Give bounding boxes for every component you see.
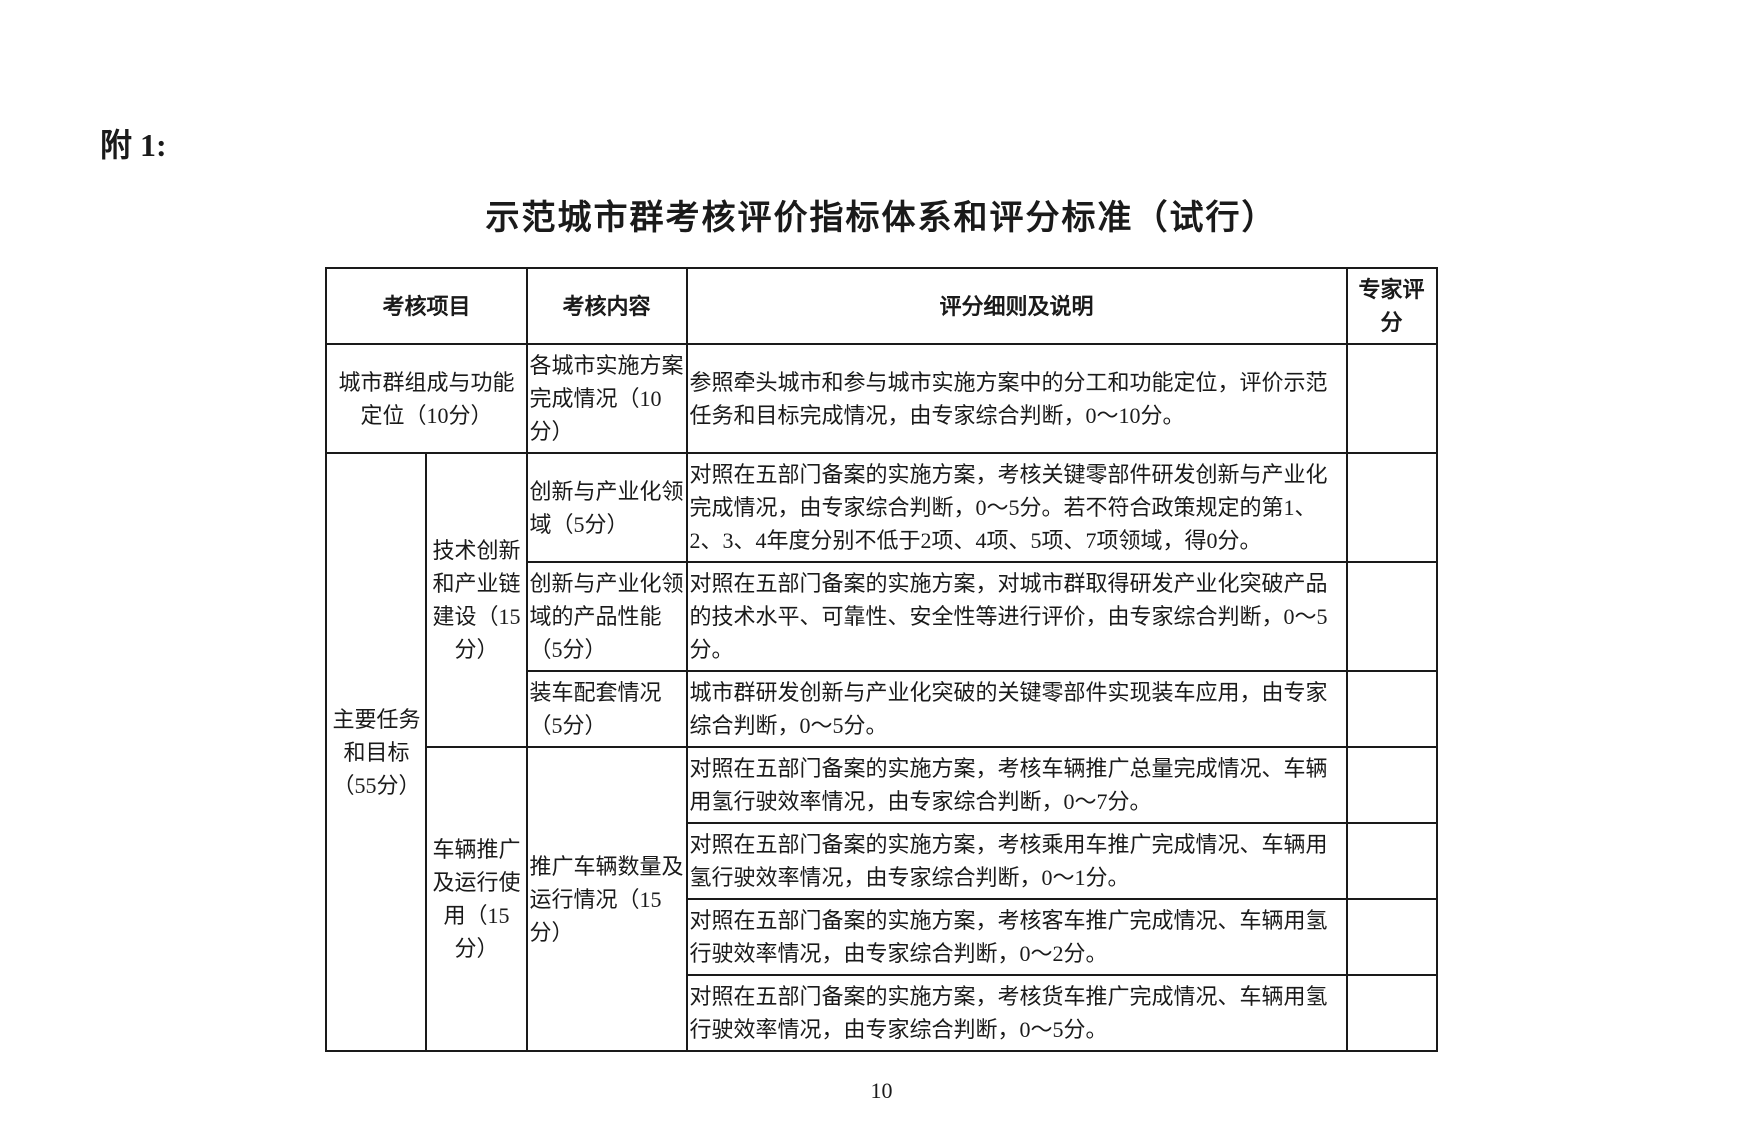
content-cell: 各城市实施方案完成情况（10分） <box>527 344 687 453</box>
detail-cell: 对照在五部门备案的实施方案，考核关键零部件研发创新与产业化完成情况，由专家综合判… <box>687 453 1347 562</box>
project-cell: 城市群组成与功能定位（10分） <box>326 344 526 453</box>
page-number: 10 <box>0 1078 1763 1104</box>
score-cell <box>1347 453 1437 562</box>
score-cell <box>1347 747 1437 823</box>
detail-cell: 对照在五部门备案的实施方案，考核货车推广完成情况、车辆用氢行驶效率情况，由专家综… <box>687 975 1347 1051</box>
table-header-row: 考核项目 考核内容 评分细则及说明 专家评分 <box>326 268 1436 344</box>
table-row: 城市群组成与功能定位（10分） 各城市实施方案完成情况（10分） 参照牵头城市和… <box>326 344 1436 453</box>
detail-cell: 对照在五部门备案的实施方案，考核车辆推广总量完成情况、车辆用氢行驶效率情况，由专… <box>687 747 1347 823</box>
content-cell: 创新与产业化领域的产品性能（5分） <box>527 562 687 671</box>
content-cell: 装车配套情况（5分） <box>527 671 687 747</box>
project-cell-sub: 车辆推广及运行使用（15分） <box>426 747 526 1051</box>
score-cell <box>1347 344 1437 453</box>
score-cell <box>1347 899 1437 975</box>
score-cell <box>1347 562 1437 671</box>
detail-cell: 对照在五部门备案的实施方案，对城市群取得研发产业化突破产品的技术水平、可靠性、安… <box>687 562 1347 671</box>
col-header-content: 考核内容 <box>527 268 687 344</box>
score-cell <box>1347 975 1437 1051</box>
project-cell-sub: 技术创新和产业链建设（15分） <box>426 453 526 747</box>
table-row: 主要任务和目标（55分） 技术创新和产业链建设（15分） 创新与产业化领域（5分… <box>326 453 1436 562</box>
document-page: 附 1: 示范城市群考核评价指标体系和评分标准（试行） 考核项目 考核内容 评分… <box>0 0 1763 1144</box>
detail-cell: 对照在五部门备案的实施方案，考核客车推广完成情况、车辆用氢行驶效率情况，由专家综… <box>687 899 1347 975</box>
attachment-label: 附 1: <box>100 120 1663 166</box>
col-header-score: 专家评分 <box>1347 268 1437 344</box>
detail-cell: 参照牵头城市和参与城市实施方案中的分工和功能定位，评价示范任务和目标完成情况，由… <box>687 344 1347 453</box>
detail-cell: 对照在五部门备案的实施方案，考核乘用车推广完成情况、车辆用氢行驶效率情况，由专家… <box>687 823 1347 899</box>
content-cell: 创新与产业化领域（5分） <box>527 453 687 562</box>
detail-cell: 城市群研发创新与产业化突破的关键零部件实现装车应用，由专家综合判断，0～5分。 <box>687 671 1347 747</box>
col-header-detail: 评分细则及说明 <box>687 268 1347 344</box>
evaluation-table: 考核项目 考核内容 评分细则及说明 专家评分 城市群组成与功能定位（10分） 各… <box>325 267 1437 1052</box>
project-cell-main: 主要任务和目标（55分） <box>326 453 426 1051</box>
col-header-project: 考核项目 <box>326 268 526 344</box>
document-title: 示范城市群考核评价指标体系和评分标准（试行） <box>100 190 1663 239</box>
table-row: 车辆推广及运行使用（15分） 推广车辆数量及运行情况（15分） 对照在五部门备案… <box>326 747 1436 823</box>
score-cell <box>1347 671 1437 747</box>
score-cell <box>1347 823 1437 899</box>
content-cell: 推广车辆数量及运行情况（15分） <box>527 747 687 1051</box>
